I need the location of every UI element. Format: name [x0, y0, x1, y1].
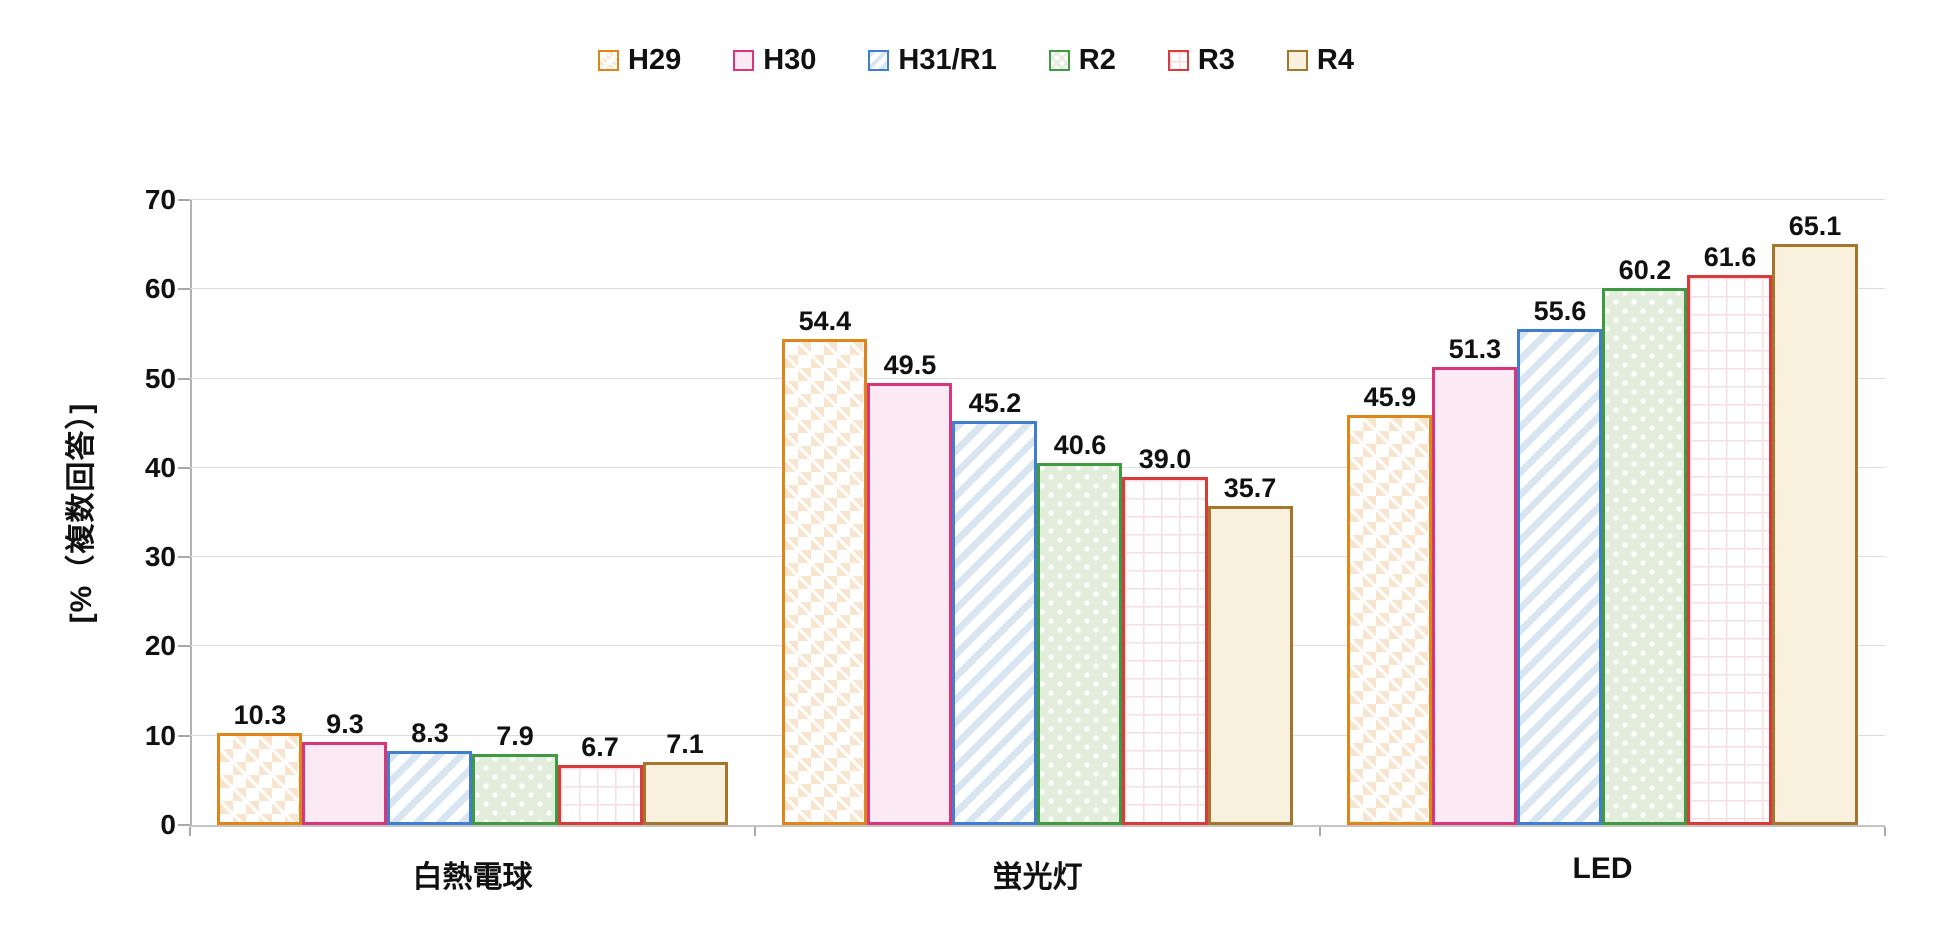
y-tick-label: 10 — [144, 719, 176, 751]
bar-r3-cat1: 39.0 — [1122, 445, 1208, 825]
y-tick-label: 60 — [144, 273, 176, 305]
gridline-60 — [190, 288, 1885, 290]
legend-label: H31/R1 — [898, 44, 997, 76]
bar-value-label: 49.5 — [883, 350, 937, 381]
category-label-0: 白熱電球 — [412, 861, 533, 894]
legend-swatch-icon — [598, 50, 620, 71]
legend-label: H29 — [628, 44, 682, 76]
bar-group-0: 10.3 9.3 8.3 7.9 6.7 7.1 — [190, 200, 755, 825]
y-tick-mark — [178, 824, 190, 826]
y-axis-line — [190, 200, 192, 826]
category-label-2: LED — [1572, 852, 1633, 885]
y-tick-label: 70 — [144, 184, 176, 215]
plot-area: 10.3 9.3 8.3 7.9 6.7 7.1 54.4 49.5 45.2 40.6 39.0 3… — [190, 199, 1885, 825]
bar-h30-cat2: 51.3 — [1432, 335, 1518, 825]
bar-h31-r1-cat2: 55.6 — [1517, 297, 1603, 825]
bar-h29-cat0: 10.3 — [217, 702, 303, 825]
legend-item-h31-r1: H31/R1 — [868, 44, 997, 76]
bar-value-label: 60.2 — [1618, 254, 1672, 285]
legend-label: R3 — [1197, 44, 1235, 76]
bar-value-label: 10.3 — [233, 700, 287, 731]
y-tick-label: 20 — [144, 630, 176, 662]
legend-item-h29: H29 — [598, 46, 681, 75]
bar-h30-cat1: 49.5 — [867, 352, 953, 825]
y-tick-label: 30 — [144, 541, 176, 573]
bar-r4-cat2: 65.1 — [1772, 212, 1858, 825]
x-tick-mark — [189, 827, 191, 836]
legend-label: H30 — [763, 44, 817, 76]
bar-value-label: 45.9 — [1363, 382, 1417, 413]
y-tick-mark — [178, 466, 190, 469]
legend-swatch-icon — [1048, 50, 1070, 71]
legend-swatch-icon — [868, 50, 890, 71]
x-tick-mark — [1884, 827, 1886, 836]
bar-value-label: 45.2 — [968, 388, 1022, 419]
bar-value-label: 39.0 — [1138, 443, 1192, 474]
bar-h31-r1-cat0: 8.3 — [387, 719, 473, 825]
bar-group-1: 54.4 49.5 45.2 40.6 39.0 35.7 — [755, 200, 1320, 825]
y-tick-label: 40 — [144, 451, 176, 483]
bar-r4-cat0: 7.1 — [642, 730, 728, 825]
bar-value-label: 51.3 — [1448, 333, 1502, 364]
bar-h29-cat1: 54.4 — [782, 308, 868, 825]
gridline-70 — [190, 199, 1885, 200]
legend-item-r4: R4 — [1286, 44, 1354, 76]
bar-value-label: 40.6 — [1053, 429, 1107, 460]
legend-swatch-icon — [733, 50, 755, 71]
bar-h30-cat0: 9.3 — [302, 710, 388, 825]
bar-value-label: 7.9 — [496, 721, 534, 752]
bar-value-label: 35.7 — [1223, 473, 1277, 504]
legend-item-r3: R3 — [1167, 44, 1235, 76]
legend-label: R2 — [1078, 44, 1116, 76]
bar-r2-cat1: 40.6 — [1037, 431, 1123, 825]
bar-value-label: 6.7 — [581, 732, 619, 763]
x-tick-mark — [754, 827, 756, 836]
y-tick-mark — [178, 645, 190, 648]
y-tick-label: 50 — [144, 362, 176, 394]
bar-r2-cat0: 7.9 — [472, 723, 558, 825]
bar-group-2: 45.9 51.3 55.6 60.2 61.6 65.1 — [1320, 200, 1885, 825]
legend-item-r2: R2 — [1048, 44, 1116, 76]
legend-item-h30: H30 — [733, 46, 816, 75]
x-axis-line — [190, 825, 1885, 827]
bar-h29-cat2: 45.9 — [1347, 384, 1433, 825]
y-tick-label: 0 — [160, 809, 176, 840]
y-axis-title: [%（複数回答）] — [65, 402, 98, 623]
gridline-50 — [190, 377, 1885, 379]
bar-h31-r1-cat1: 45.2 — [952, 390, 1038, 825]
x-tick-mark — [1319, 827, 1321, 836]
y-tick-mark — [178, 377, 190, 380]
y-tick-mark — [178, 288, 190, 291]
legend-label: R4 — [1316, 44, 1354, 76]
bar-r3-cat0: 6.7 — [557, 734, 643, 825]
bar-value-label: 8.3 — [411, 717, 449, 748]
bar-r4-cat1: 35.7 — [1207, 475, 1293, 825]
legend-swatch-icon — [1286, 50, 1308, 71]
bar-value-label: 7.1 — [666, 728, 704, 759]
bar-value-label: 9.3 — [326, 708, 364, 739]
bar-value-label: 65.1 — [1788, 210, 1842, 241]
chart-legend: H29 H30 H31/R1 R2 R3 R4 — [0, 46, 1952, 75]
bar-value-label: 61.6 — [1703, 242, 1757, 272]
bar-r2-cat2: 60.2 — [1602, 256, 1688, 825]
y-tick-mark — [178, 734, 190, 737]
bar-groups: 10.3 9.3 8.3 7.9 6.7 7.1 54.4 49.5 45.2 40.6 39.0 3… — [190, 200, 1885, 825]
category-label-1: 蛍光灯 — [992, 861, 1083, 894]
y-tick-mark — [178, 556, 190, 559]
y-tick-mark — [178, 199, 190, 201]
bar-value-label: 55.6 — [1533, 295, 1587, 326]
legend-swatch-icon — [1167, 50, 1189, 71]
bar-r3-cat2: 61.6 — [1687, 244, 1773, 825]
bar-value-label: 54.4 — [798, 306, 852, 337]
